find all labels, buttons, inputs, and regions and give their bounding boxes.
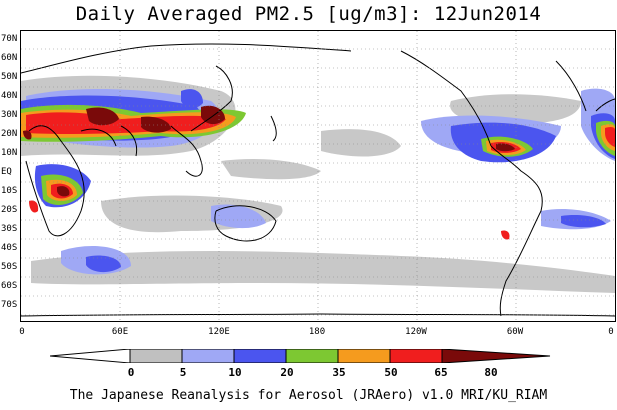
coastlines bbox=[21, 43, 615, 317]
lon-label-60w: 60W bbox=[506, 327, 524, 337]
colorbar-swatch-65 bbox=[389, 349, 443, 363]
lat-label-30n: 30N bbox=[1, 110, 18, 120]
lat-label-60s: 60S bbox=[1, 281, 18, 291]
lon-label-180: 180 bbox=[308, 327, 326, 337]
colorbar-swatch-35 bbox=[285, 349, 339, 363]
colorbar bbox=[50, 349, 551, 363]
lat-label-20n: 20N bbox=[1, 129, 18, 139]
map-panel bbox=[20, 30, 616, 322]
lat-label-eq: EQ bbox=[1, 167, 12, 177]
lat-label-10s: 10S bbox=[1, 186, 18, 196]
lat-label-40s: 40S bbox=[1, 243, 18, 253]
chart-title: Daily Averaged PM2.5 [ug/m3]: 12Jun2014 bbox=[75, 3, 542, 25]
colorbar-swatch-20 bbox=[233, 349, 287, 363]
colorbar-label-20: 20 bbox=[280, 366, 294, 379]
lon-label-120w: 120W bbox=[405, 327, 427, 337]
pm25-map bbox=[21, 31, 615, 321]
lon-label-60e: 60E bbox=[111, 327, 129, 337]
lat-label-50n: 50N bbox=[1, 72, 18, 82]
colorbar-label-65: 65 bbox=[434, 366, 448, 379]
lat-label-20s: 20S bbox=[1, 205, 18, 215]
lat-label-60n: 60N bbox=[1, 53, 18, 63]
grid-lines bbox=[21, 31, 615, 321]
colorbar-swatch-10 bbox=[181, 349, 235, 363]
lat-label-70s: 70S bbox=[1, 300, 18, 310]
lat-label-10n: 10N bbox=[1, 148, 18, 158]
lon-label-120e: 120E bbox=[208, 327, 230, 337]
lat-label-70n: 70N bbox=[1, 34, 18, 44]
lon-label-0-east: 0 bbox=[608, 327, 614, 337]
lat-label-40n: 40N bbox=[1, 91, 18, 101]
colorbar-label-35: 35 bbox=[332, 366, 346, 379]
colorbar-label-0: 0 bbox=[127, 366, 135, 379]
colorbar-label-50: 50 bbox=[384, 366, 398, 379]
colorbar-swatch-80 bbox=[441, 349, 551, 363]
colorbar-label-10: 10 bbox=[228, 366, 242, 379]
colorbar-swatch-0 bbox=[50, 349, 131, 363]
lat-label-30s: 30S bbox=[1, 224, 18, 234]
colorbar-swatch-50 bbox=[337, 349, 391, 363]
lat-label-50s: 50S bbox=[1, 262, 18, 272]
footer-credit: The Japanese Reanalysis for Aerosol (JRA… bbox=[69, 388, 548, 403]
colorbar-swatch-5 bbox=[129, 349, 183, 363]
colorbar-label-80: 80 bbox=[484, 366, 498, 379]
colorbar-label-5: 5 bbox=[179, 366, 187, 379]
lon-label-0: 0 bbox=[19, 327, 25, 337]
